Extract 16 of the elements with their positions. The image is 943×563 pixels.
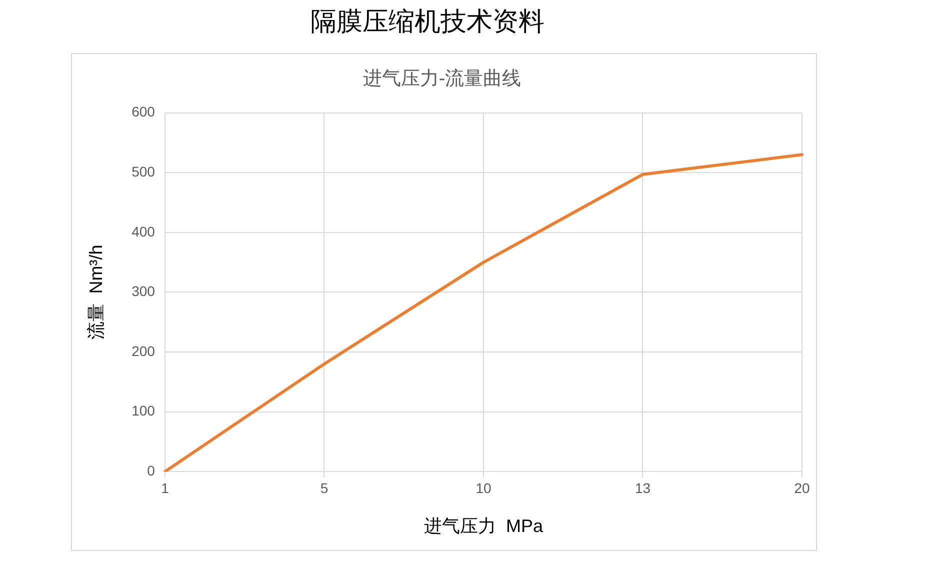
chart-subtitle: 进气压力-流量曲线 [362, 68, 522, 90]
x-axis-title: 进气压力 MPa [424, 516, 544, 536]
x-tick-label: 13 [634, 480, 651, 496]
x-tick-label: 20 [794, 480, 810, 496]
y-tick-label: 400 [132, 223, 156, 240]
y-tick-label: 0 [147, 462, 156, 478]
y-tick-label: 200 [132, 342, 156, 359]
x-tick-label: 10 [476, 480, 492, 496]
y-tick-label: 300 [132, 283, 156, 300]
y-tick-label: 500 [132, 163, 156, 180]
y-tick-label: 600 [132, 104, 156, 120]
x-tick-label: 1 [161, 480, 170, 496]
y-tick-label: 100 [132, 402, 156, 419]
chart-title: 隔膜压缩机技术资料 [310, 6, 546, 39]
x-tick-label: 5 [320, 480, 328, 496]
y-axis-title: 流量 Nm³/h [86, 244, 106, 340]
